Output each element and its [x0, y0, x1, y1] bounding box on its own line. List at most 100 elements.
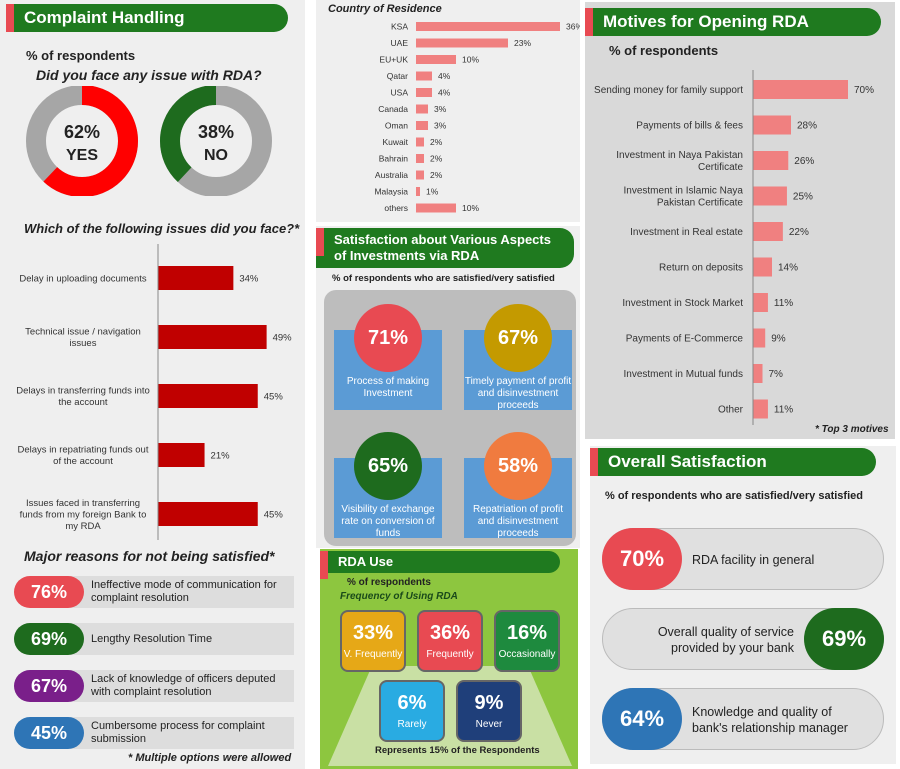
- yes-pct: 62%: [64, 122, 100, 142]
- bar: [416, 104, 428, 114]
- motives-title: Motives for Opening RDA: [585, 8, 881, 36]
- category-label: Malaysia: [374, 186, 408, 196]
- category-label: Investment in Islamic Naya Pakistan Certi…: [624, 186, 744, 209]
- bar: [416, 71, 432, 81]
- satisfaction-subtitle: % of respondents who are satisfied/very …: [332, 273, 555, 284]
- yes-arc: [26, 86, 138, 196]
- complaint-footnote: * Multiple options were allowed: [128, 752, 292, 764]
- satisfaction-text: Timely payment of profit and disinvestme…: [464, 376, 572, 411]
- rda-use-label: Occasionally: [498, 649, 556, 660]
- complaint-pct-label: % of respondents: [26, 48, 136, 63]
- reason-pct: 67%: [14, 670, 84, 702]
- category-label: Sending money for family support: [594, 85, 743, 96]
- issue-question: Did you face any issue with RDA?: [36, 67, 262, 83]
- motives-chart: Sending money for family support 70% Payme…: [594, 70, 874, 425]
- value-label: 3%: [434, 120, 447, 130]
- reasons-title: Major reasons for not being satisfied*: [24, 548, 275, 564]
- value-label: 11%: [774, 298, 793, 309]
- overall-pct: 64%: [602, 688, 682, 750]
- reason-text: Cumbersome process for complaint submiss…: [91, 720, 265, 745]
- value-label: 25%: [793, 192, 813, 203]
- satisfaction-title-line1: Satisfaction about Various Aspects: [334, 232, 551, 247]
- bar: [753, 115, 791, 135]
- reason-row: [50, 623, 294, 655]
- bar: [416, 55, 456, 64]
- rda-use-pct: 33%: [352, 622, 394, 644]
- satisfaction-pct: 71%: [354, 304, 422, 372]
- bar: [416, 137, 424, 147]
- category-label: Technical issue / navigation issues: [25, 327, 141, 350]
- bar: [158, 384, 258, 408]
- category-label: Australia: [375, 170, 408, 180]
- value-label: 21%: [211, 450, 231, 461]
- bar: [416, 154, 424, 163]
- reason-row: [50, 670, 294, 702]
- rda-use-footnote: Represents 15% of the Respondents: [375, 745, 540, 756]
- value-label: 7%: [769, 369, 784, 380]
- value-label: 4%: [438, 71, 451, 81]
- issues-question: Which of the following issues did you fa…: [24, 221, 300, 236]
- category-label: Kuwait: [382, 137, 408, 147]
- bar: [158, 502, 258, 526]
- category-label: Issues faced in transferring funds from m…: [20, 498, 147, 532]
- value-label: 9%: [771, 334, 786, 345]
- category-label: USA: [391, 87, 409, 97]
- satisfaction-pct: 58%: [484, 432, 552, 500]
- category-label: KSA: [391, 21, 408, 31]
- motives-panel: [585, 2, 895, 439]
- value-label: 1%: [426, 186, 439, 196]
- bar: [753, 222, 783, 241]
- no-donut: 38% NO: [160, 86, 272, 196]
- rda-use-item: 33% V. Frequently: [340, 610, 406, 672]
- motives-pct-label: % of respondents: [609, 43, 719, 58]
- reason-row: [50, 717, 294, 749]
- rda-use-pct: 6%: [397, 692, 427, 714]
- satisfaction-title-line2: of Investments via RDA: [334, 248, 480, 263]
- value-label: 10%: [462, 203, 479, 213]
- category-label: Canada: [378, 104, 408, 114]
- reason-pct: 45%: [14, 717, 84, 749]
- category-label: Qatar: [387, 71, 408, 81]
- value-label: 45%: [264, 391, 284, 402]
- bar: [416, 187, 420, 196]
- category-label: Payments of bills & fees: [636, 121, 743, 132]
- overall-subtitle: % of respondents who are satisfied/very …: [605, 490, 863, 502]
- rda-use-label: Rarely: [397, 719, 427, 730]
- value-label: 3%: [434, 104, 447, 114]
- rda-use-label: Never: [475, 719, 503, 730]
- rda-use-item: 16% Occasionally: [494, 610, 560, 672]
- value-label: 34%: [239, 273, 259, 284]
- category-label: EU+UK: [379, 54, 408, 64]
- motives-footnote: * Top 3 motives: [815, 424, 889, 435]
- bar: [416, 203, 456, 213]
- bar: [753, 80, 848, 99]
- value-label: 14%: [778, 263, 798, 274]
- satisfaction-text: Visibility of exchange rate on conversio…: [341, 504, 435, 539]
- bar: [158, 325, 267, 349]
- reason-row: [50, 576, 294, 608]
- category-label: Delays in transferring funds into the acc…: [16, 386, 150, 409]
- value-label: 28%: [797, 121, 817, 132]
- rda-use-pyramid: [328, 666, 572, 766]
- complaint-title: Complaint Handling: [6, 4, 288, 32]
- bar: [416, 88, 432, 97]
- reason-pct: 69%: [14, 623, 84, 655]
- bar: [753, 257, 772, 277]
- value-label: 2%: [430, 137, 443, 147]
- satisfaction-pct: 65%: [354, 432, 422, 500]
- reason-text: Lengthy Resolution Time: [91, 633, 213, 645]
- category-label: Other: [718, 405, 744, 416]
- satisfaction-title: Satisfaction about Various Aspects of In…: [316, 228, 574, 268]
- bar: [753, 364, 763, 383]
- reason-text: Lack of knowledge of officers deputed wi…: [91, 673, 276, 698]
- overall-pct: 69%: [804, 608, 884, 670]
- rda-use-pct: 9%: [474, 692, 504, 714]
- rda-use-pct-label: % of respondents: [347, 577, 431, 588]
- country-title: Country of Residence: [328, 3, 442, 15]
- yes-donut: 62% YES: [26, 86, 138, 196]
- value-label: 26%: [794, 156, 814, 167]
- issues-chart: Delay in uploading documents 34% Technical…: [16, 244, 292, 540]
- category-label: Investment in Stock Market: [622, 298, 743, 309]
- bar: [753, 293, 768, 312]
- category-label: Delay in uploading documents: [19, 273, 147, 284]
